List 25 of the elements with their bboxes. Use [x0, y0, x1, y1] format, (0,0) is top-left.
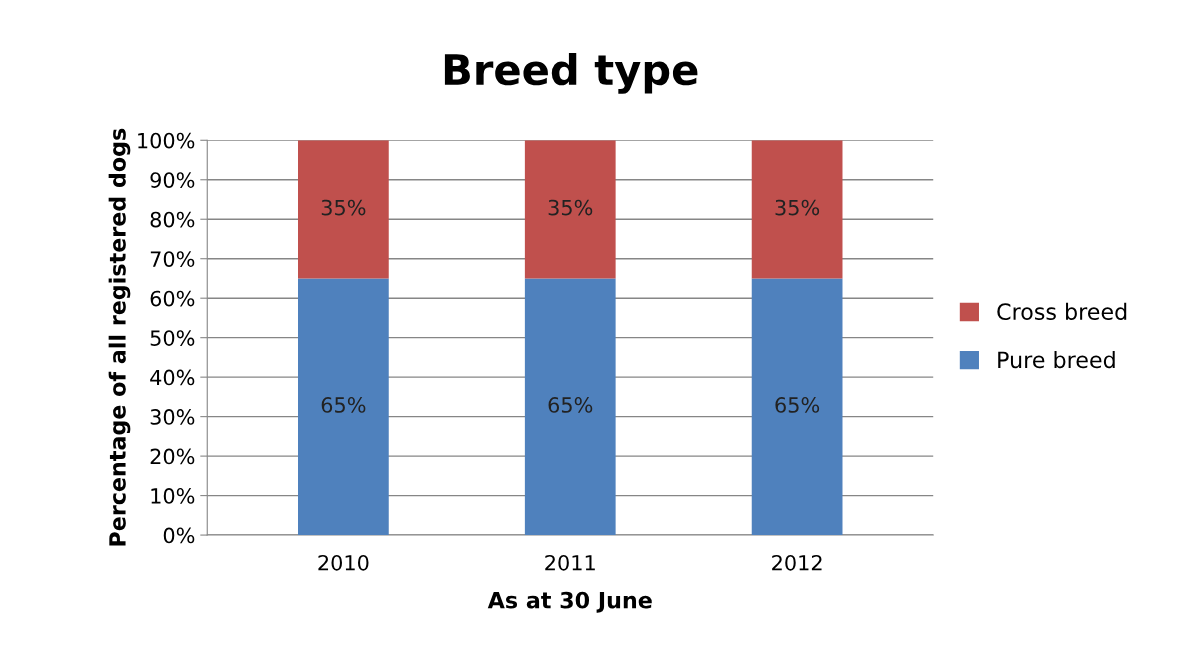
y-tick-label: 50% [150, 330, 195, 346]
x-axis-title: As at 30 June [487, 591, 652, 613]
y-tick-label: 40% [150, 369, 195, 386]
data-label: 65% [548, 397, 593, 413]
y-tick-label: 20% [150, 448, 195, 465]
data-label: 35% [775, 199, 820, 216]
legend-label: Pure breed [998, 351, 1115, 369]
x-tick-label: 2011 [545, 554, 595, 571]
y-tick-label: 60% [150, 290, 195, 307]
x-tick-label: 2012 [772, 554, 822, 571]
y-tick-label: 100% [138, 132, 195, 149]
legend-label: Cross breed [997, 302, 1127, 321]
y-tick-label: 30% [150, 409, 195, 425]
y-tick-label: 80% [150, 211, 195, 228]
y-axis-title: Percentage of all registered dogs [108, 128, 131, 546]
y-tick-label: 0% [163, 527, 195, 544]
data-label: 35% [548, 199, 593, 216]
chart-title: Breed type [444, 53, 698, 94]
data-label: 65% [321, 397, 366, 413]
y-tick-label: 90% [150, 172, 195, 188]
x-tick-label: 2010 [318, 554, 369, 571]
data-label: 35% [321, 199, 366, 216]
data-label: 65% [775, 397, 820, 413]
y-tick-label: 10% [151, 488, 195, 504]
y-tick-label: 70% [150, 251, 195, 267]
